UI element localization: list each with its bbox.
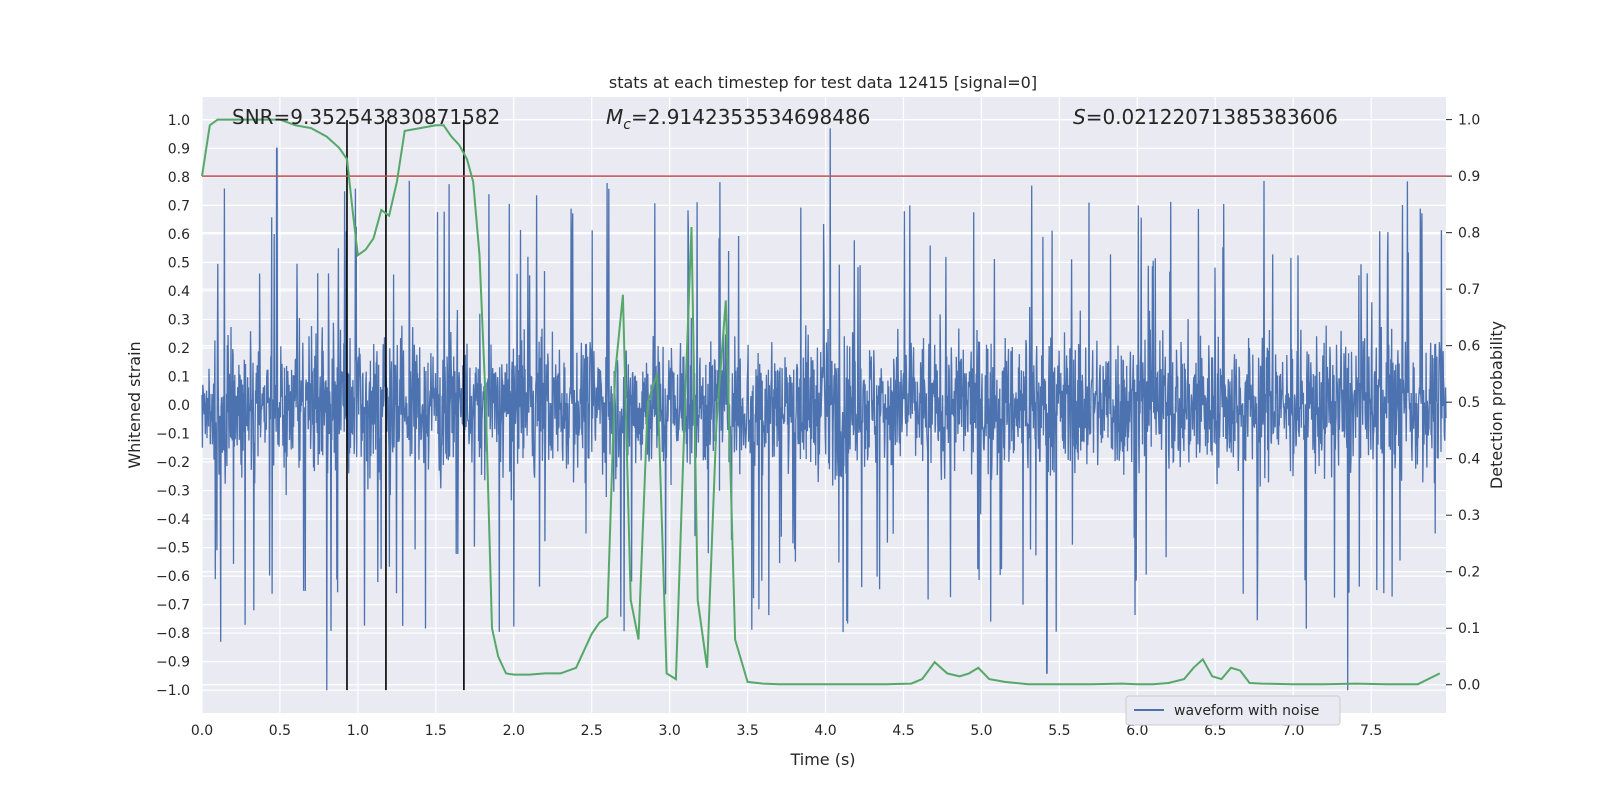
y-tick-label: −0.1 xyxy=(156,427,190,443)
y-tick-label: 0.2 xyxy=(168,341,190,357)
x-tick-label: 3.0 xyxy=(659,723,681,739)
x-tick-label: 1.5 xyxy=(425,723,447,739)
x-tick-label: 7.5 xyxy=(1360,723,1382,739)
waveform-series xyxy=(201,128,1447,691)
y2-axis-ticks: 0.0 0.1 0.2 0.3 0.4 0.5 0.6 0.7 0.8 0.9 1.0 xyxy=(1446,113,1480,694)
snr-annotation: SNR=9.352543830871582 xyxy=(232,105,500,129)
chart-title: stats at each timestep for test data 124… xyxy=(609,73,1037,92)
y-tick-label: 0.7 xyxy=(168,198,190,214)
y-tick-label: 0.0 xyxy=(168,398,190,414)
y-tick-label: 0.8 xyxy=(168,170,190,186)
x-tick-label: 0.0 xyxy=(191,723,213,739)
y-axis-ticks: −1.0 −0.9 −0.8 −0.7 −0.6 −0.5 −0.4 −0.3 −0.2 −0.1… xyxy=(156,113,190,699)
y-tick-label: −0.3 xyxy=(156,484,190,500)
x-tick-label: 4.5 xyxy=(892,723,914,739)
y-tick-label: −0.8 xyxy=(156,626,190,642)
y-tick-label: −0.5 xyxy=(156,541,190,557)
x-axis-ticks: 0.0 0.5 1.0 1.5 2.0 2.5 3.0 3.5 4.0 4.5 5.0 5.5 6.0 6… xyxy=(191,723,1382,739)
x-tick-label: 1.0 xyxy=(347,723,369,739)
x-tick-label: 2.0 xyxy=(503,723,525,739)
probability-series xyxy=(201,118,1441,686)
x-tick-label: 4.0 xyxy=(814,723,836,739)
y-tick-label: 0.3 xyxy=(168,312,190,328)
y-tick-label: −0.6 xyxy=(156,569,190,585)
legend: waveform with noise xyxy=(1125,695,1341,726)
x-tick-label: 0.5 xyxy=(269,723,291,739)
legend-box xyxy=(1125,695,1341,726)
y-tick-label: −0.2 xyxy=(156,455,190,471)
y-tick-label: −0.9 xyxy=(156,655,190,671)
y2-tick-label: 0.4 xyxy=(1458,452,1480,468)
vertical-markers xyxy=(346,119,465,691)
y-tick-label: −0.4 xyxy=(156,512,190,528)
x-tick-label: 6.5 xyxy=(1204,723,1226,739)
y-tick-label: −1.0 xyxy=(156,683,190,699)
x-tick-label: 6.0 xyxy=(1126,723,1148,739)
y2-tick-label: 0.9 xyxy=(1458,169,1480,185)
y2-tick-label: 0.5 xyxy=(1458,395,1480,411)
y2-tick-label: 0.2 xyxy=(1458,565,1480,581)
y-tick-label: 1.0 xyxy=(168,113,190,129)
y2-tick-label: 0.3 xyxy=(1458,508,1480,524)
x-tick-label: 7.0 xyxy=(1282,723,1304,739)
s-symbol: S xyxy=(1073,105,1086,129)
mc-symbol: M xyxy=(606,105,623,129)
y-tick-label: 0.5 xyxy=(168,255,190,271)
s-value: =0.02122071385383606 xyxy=(1086,105,1338,129)
probability-line xyxy=(201,118,1441,686)
y2-tick-label: 0.7 xyxy=(1458,282,1480,298)
s-annotation: S=0.02122071385383606 xyxy=(1073,105,1338,129)
y2-tick-label: 1.0 xyxy=(1458,113,1480,129)
y2-axis-label: Detection probability xyxy=(1487,321,1506,489)
x-tick-label: 3.5 xyxy=(736,723,758,739)
legend-entry-label: waveform with noise xyxy=(1174,703,1319,719)
y2-tick-label: 0.1 xyxy=(1458,621,1480,637)
x-tick-label: 2.5 xyxy=(581,723,603,739)
y2-tick-label: 0.8 xyxy=(1458,226,1480,242)
x-tick-label: 5.5 xyxy=(1048,723,1070,739)
mc-annotation: Mc=2.9142353534698486 xyxy=(606,105,870,133)
mc-value: =2.9142353534698486 xyxy=(631,105,870,129)
y-tick-label: 0.4 xyxy=(168,284,190,300)
waveform-line xyxy=(201,128,1447,691)
x-axis-label: Time (s) xyxy=(789,750,855,769)
y-tick-label: 0.6 xyxy=(168,227,190,243)
y-tick-label: 0.9 xyxy=(168,141,190,157)
y-tick-label: 0.1 xyxy=(168,369,190,385)
y-tick-label: −0.7 xyxy=(156,598,190,614)
y-axis-label: Whitened strain xyxy=(125,341,144,468)
x-tick-label: 5.0 xyxy=(970,723,992,739)
y2-tick-label: 0.0 xyxy=(1458,678,1480,694)
mc-subscript: c xyxy=(623,117,631,133)
y2-tick-label: 0.6 xyxy=(1458,339,1480,355)
